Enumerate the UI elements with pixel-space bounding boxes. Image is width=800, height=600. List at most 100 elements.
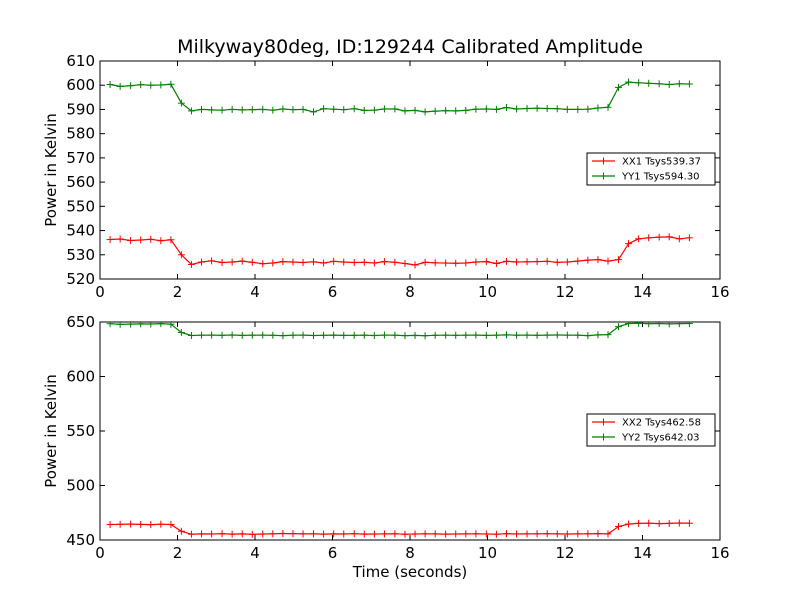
data-point <box>289 106 297 114</box>
data-point <box>320 331 328 339</box>
data-point <box>279 105 287 113</box>
data-point <box>574 331 582 339</box>
data-point <box>513 105 521 113</box>
data-point <box>574 530 582 538</box>
data-point <box>116 82 124 90</box>
data-point <box>614 323 622 331</box>
data-point <box>330 331 338 339</box>
data-point <box>167 80 175 88</box>
data-point <box>625 78 633 86</box>
data-point <box>259 105 267 113</box>
y-tick-label: 550 <box>66 197 95 215</box>
data-point <box>391 530 399 538</box>
y-tick-label: 650 <box>66 313 95 331</box>
data-point <box>279 529 287 537</box>
data-point <box>431 107 439 115</box>
data-point <box>127 82 135 90</box>
data-point <box>147 235 155 243</box>
data-point <box>421 108 429 116</box>
data-point <box>380 530 388 538</box>
data-point <box>665 519 673 527</box>
data-point <box>116 520 124 528</box>
data-point <box>533 530 541 538</box>
data-point <box>198 105 206 113</box>
data-point <box>431 331 439 339</box>
legend-entry: XX2 Tsys462.58 <box>592 418 701 429</box>
data-point <box>604 331 612 339</box>
data-point <box>685 80 693 88</box>
data-point <box>340 530 348 538</box>
data-point <box>228 331 236 339</box>
legend-box <box>586 413 716 447</box>
data-point <box>350 105 358 113</box>
data-point <box>299 331 307 339</box>
bottom-plot: 0 2 4 6 8 10 12 14 16 450 500 550 600 650 Power in Kel… <box>42 313 730 581</box>
data-point <box>198 331 206 339</box>
data-point <box>127 236 135 244</box>
data-point <box>635 322 643 327</box>
y-tick-label: 600 <box>66 76 95 94</box>
data-point <box>106 236 114 244</box>
data-point <box>482 105 490 113</box>
data-point <box>452 259 460 267</box>
data-point <box>675 519 683 527</box>
data-point <box>269 331 277 339</box>
data-point <box>645 79 653 87</box>
data-point <box>401 332 409 340</box>
data-point <box>604 103 612 111</box>
top-plot: 0 2 4 6 8 10 12 14 16 520 530 540 550 560 570 580 590 600… <box>42 52 730 301</box>
data-point <box>177 328 185 336</box>
data-point <box>157 322 165 328</box>
data-point <box>462 106 470 114</box>
data-point <box>269 106 277 114</box>
data-point <box>320 530 328 538</box>
y-tick-label: 540 <box>66 222 95 240</box>
data-point <box>594 256 602 264</box>
y-tick-label: 590 <box>66 100 95 118</box>
data-point <box>421 530 429 538</box>
data-point <box>147 81 155 89</box>
data-point <box>604 530 612 538</box>
data-point <box>533 104 541 112</box>
data-point <box>665 322 673 328</box>
data-point <box>289 331 297 339</box>
data-point <box>614 83 622 91</box>
data-point <box>310 258 318 266</box>
data-point <box>584 530 592 538</box>
data-point <box>299 530 307 538</box>
data-point <box>370 106 378 114</box>
data-point <box>167 236 175 244</box>
data-point <box>452 530 460 538</box>
data-point <box>218 331 226 339</box>
data-point <box>218 259 226 267</box>
data-point <box>187 332 195 340</box>
x-tick-label: 14 <box>633 544 652 562</box>
x-tick-label: 12 <box>555 283 574 301</box>
data-point <box>442 331 450 339</box>
data-point <box>472 258 480 266</box>
y-tick-label: 600 <box>66 368 95 386</box>
x-tick-label: 8 <box>405 544 415 562</box>
data-point <box>655 322 663 328</box>
data-point <box>238 530 246 538</box>
data-point <box>452 331 460 339</box>
data-point <box>147 322 155 328</box>
series-line-green <box>110 322 690 337</box>
data-point <box>137 81 145 89</box>
data-point <box>553 530 561 538</box>
data-point <box>218 530 226 538</box>
data-point <box>380 331 388 339</box>
data-point <box>330 105 338 113</box>
data-point <box>320 259 328 267</box>
data-point <box>116 322 124 328</box>
data-point <box>614 522 622 530</box>
y-axis-label: Power in Kelvin <box>42 113 60 227</box>
x-tick-label: 0 <box>95 283 105 301</box>
data-point <box>584 256 592 264</box>
data-point <box>137 236 145 244</box>
data-point <box>635 519 643 527</box>
data-point <box>157 520 165 528</box>
data-point <box>391 258 399 266</box>
x-tick-label: 4 <box>250 544 260 562</box>
data-point <box>472 105 480 113</box>
